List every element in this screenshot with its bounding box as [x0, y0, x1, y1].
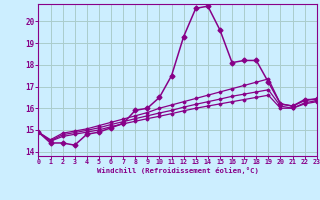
- X-axis label: Windchill (Refroidissement éolien,°C): Windchill (Refroidissement éolien,°C): [97, 167, 259, 174]
